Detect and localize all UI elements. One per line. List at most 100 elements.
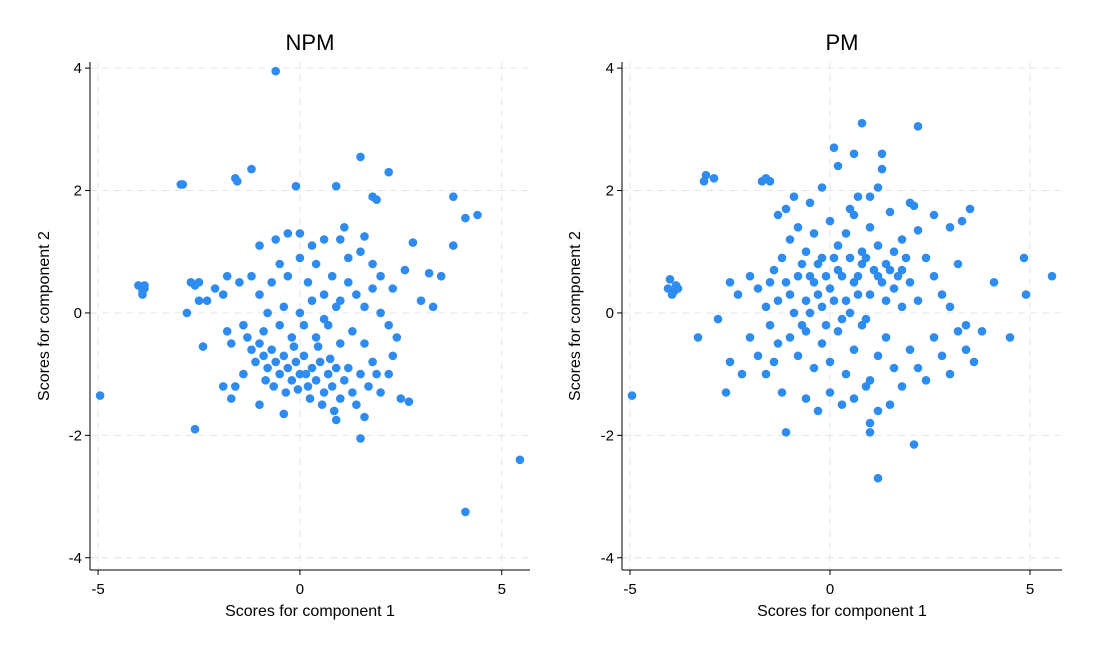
npm-point xyxy=(289,342,299,351)
pm-point xyxy=(813,406,823,416)
npm-point xyxy=(416,296,426,306)
npm-y-tick-label: 2 xyxy=(74,183,82,200)
npm-point xyxy=(293,385,303,394)
npm-point xyxy=(360,232,369,241)
npm-point xyxy=(235,278,244,287)
pm-point xyxy=(873,183,883,192)
npm-point xyxy=(376,308,385,318)
pm-point xyxy=(773,296,783,306)
npm-point xyxy=(210,284,220,293)
pm-point xyxy=(849,345,859,355)
npm-point xyxy=(194,296,204,306)
pm-point xyxy=(1021,290,1031,299)
pm-point xyxy=(699,177,709,186)
pm-point xyxy=(929,210,939,220)
pm-point xyxy=(1005,333,1015,342)
npm-point xyxy=(360,302,369,312)
npm-point xyxy=(307,363,317,373)
pm-point xyxy=(805,308,815,318)
npm-point xyxy=(331,302,341,312)
pm-point xyxy=(853,271,863,281)
pm-point xyxy=(837,271,847,281)
npm-point xyxy=(331,415,341,425)
pm-point xyxy=(857,118,867,128)
pm-point xyxy=(845,253,855,263)
pm-point xyxy=(821,271,831,281)
pm-point xyxy=(801,296,811,306)
pm-point xyxy=(877,164,887,174)
pm-point xyxy=(841,369,851,379)
npm-point xyxy=(388,351,398,361)
pm-point xyxy=(865,418,875,428)
npm-point xyxy=(315,357,325,367)
pm-y-tick-label: 0 xyxy=(606,305,614,322)
pm-point xyxy=(833,241,843,250)
npm-point xyxy=(311,259,321,269)
pm-point xyxy=(897,302,907,312)
pm-point xyxy=(861,382,871,391)
npm-point xyxy=(356,152,365,162)
npm-point xyxy=(261,376,270,385)
npm-point xyxy=(291,357,301,367)
npm-axes: -5 0 5 -4 -2 0 2 4 xyxy=(69,60,530,598)
pm-point xyxy=(857,247,867,256)
pm-x-tick-label: -5 xyxy=(623,581,636,598)
npm-point xyxy=(408,238,418,247)
pm-point xyxy=(969,357,979,367)
pm-point xyxy=(865,376,875,385)
npm-point xyxy=(299,320,309,330)
npm-point xyxy=(279,409,289,419)
pm-point xyxy=(873,241,883,250)
npm-point xyxy=(319,314,329,324)
pm-point xyxy=(757,177,767,186)
pm-point xyxy=(773,339,783,348)
pm-x-tick-label: 5 xyxy=(1026,581,1034,598)
pm-point xyxy=(769,265,779,275)
npm-point xyxy=(295,369,305,379)
pm-point xyxy=(753,284,763,293)
npm-point xyxy=(287,376,297,385)
pm-point xyxy=(797,320,807,330)
npm-point xyxy=(283,363,293,373)
pm-point xyxy=(865,192,875,201)
pm-point xyxy=(825,388,835,397)
npm-point xyxy=(218,382,228,391)
pm-point xyxy=(789,308,799,318)
npm-point xyxy=(461,213,470,223)
npm-point xyxy=(194,278,204,287)
npm-point xyxy=(275,259,285,269)
npm-point xyxy=(340,223,349,232)
npm-point xyxy=(461,507,470,517)
npm-point xyxy=(202,296,212,306)
npm-point xyxy=(222,271,232,281)
pm-point xyxy=(725,357,735,367)
pm-point xyxy=(821,320,831,330)
pm-point xyxy=(945,302,955,312)
npm-point xyxy=(247,345,256,355)
pm-point xyxy=(881,296,891,306)
npm-point xyxy=(356,369,365,379)
npm-grid xyxy=(90,62,530,570)
npm-point xyxy=(231,382,240,391)
pm-point xyxy=(805,271,815,281)
npm-point xyxy=(336,296,345,306)
npm-point xyxy=(178,180,188,189)
npm-point xyxy=(138,290,147,299)
npm-point xyxy=(311,376,321,385)
npm-title: NPM xyxy=(286,30,335,55)
npm-y-tick-label: -2 xyxy=(69,427,82,444)
npm-point xyxy=(344,363,353,373)
npm-point xyxy=(255,241,264,250)
pm-point xyxy=(737,369,747,379)
pm-point xyxy=(945,369,955,379)
pm-point xyxy=(881,259,891,269)
npm-y-tick-label: 4 xyxy=(74,60,82,77)
pm-point xyxy=(865,428,875,437)
pm-point xyxy=(913,363,923,373)
npm-point xyxy=(384,369,394,379)
pm-point xyxy=(977,327,987,336)
pm-point xyxy=(921,253,931,263)
npm-point xyxy=(259,327,268,336)
pm-point xyxy=(897,382,907,391)
